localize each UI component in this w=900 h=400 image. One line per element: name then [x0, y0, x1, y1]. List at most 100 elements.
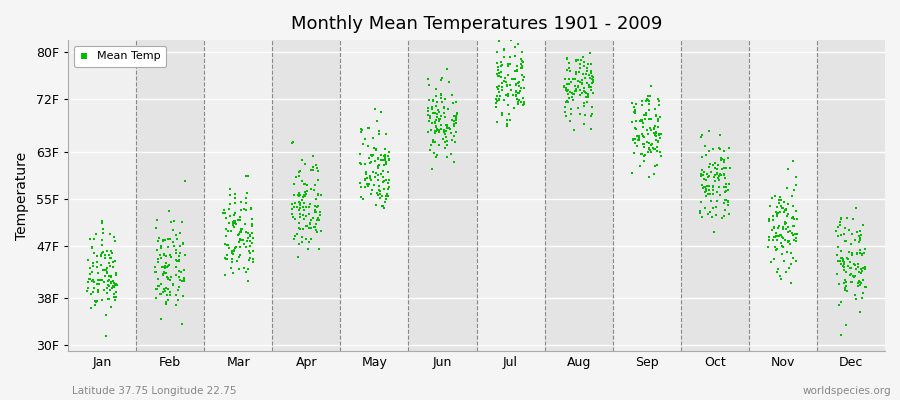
Mean Temp [841, 263, 855, 270]
Mean Temp [789, 238, 804, 244]
Mean Temp [85, 278, 99, 284]
Mean Temp [240, 190, 255, 196]
Mean Temp [849, 266, 863, 272]
Mean Temp [780, 185, 795, 191]
Mean Temp [233, 244, 248, 250]
Mean Temp [177, 276, 192, 282]
Mean Temp [717, 207, 732, 213]
Mean Temp [710, 171, 724, 177]
Mean Temp [368, 106, 382, 112]
Mean Temp [292, 190, 306, 196]
Mean Temp [646, 171, 661, 177]
Mean Temp [430, 126, 445, 132]
Mean Temp [849, 205, 863, 212]
Mean Temp [516, 102, 530, 108]
Mean Temp [295, 212, 310, 218]
Mean Temp [703, 191, 717, 198]
Mean Temp [365, 152, 380, 158]
Mean Temp [830, 270, 844, 277]
Mean Temp [839, 279, 853, 285]
Mean Temp [495, 61, 509, 68]
Mean Temp [176, 278, 191, 284]
Mean Temp [174, 269, 188, 275]
Mean Temp [239, 194, 254, 201]
Mean Temp [376, 174, 391, 180]
Mean Temp [95, 225, 110, 232]
Mean Temp [107, 294, 122, 301]
Mean Temp [420, 108, 435, 114]
Mean Temp [580, 94, 595, 100]
Mean Temp [296, 215, 310, 222]
Mean Temp [578, 112, 592, 118]
Mean Temp [156, 271, 170, 277]
Mean Temp [216, 209, 230, 216]
Mean Temp [372, 128, 386, 134]
Mean Temp [517, 100, 531, 107]
Mean Temp [440, 122, 454, 129]
Mean Temp [768, 193, 782, 199]
Mean Temp [761, 236, 776, 243]
Mean Temp [642, 140, 656, 146]
Mean Temp [223, 213, 238, 219]
Mean Temp [376, 168, 391, 174]
Mean Temp [584, 61, 598, 67]
Mean Temp [431, 129, 446, 136]
Mean Temp [294, 177, 309, 184]
Mean Temp [364, 191, 378, 197]
Mean Temp [382, 153, 396, 159]
Mean Temp [709, 171, 724, 178]
Mean Temp [242, 257, 256, 264]
Mean Temp [761, 215, 776, 222]
Mean Temp [378, 153, 392, 159]
Mean Temp [224, 228, 238, 234]
Mean Temp [643, 107, 657, 113]
Mean Temp [382, 156, 396, 162]
Mean Temp [87, 298, 102, 304]
Mean Temp [376, 156, 391, 163]
Mean Temp [353, 180, 367, 186]
Mean Temp [313, 191, 328, 198]
Mean Temp [502, 110, 517, 117]
Mean Temp [503, 37, 517, 44]
Mean Temp [101, 277, 115, 284]
Bar [136, 40, 204, 351]
Mean Temp [569, 86, 583, 92]
Mean Temp [296, 204, 310, 210]
Mean Temp [102, 283, 116, 290]
Mean Temp [699, 176, 714, 183]
Mean Temp [831, 258, 845, 264]
Mean Temp [634, 116, 649, 123]
Mean Temp [508, 81, 523, 87]
Mean Temp [853, 309, 868, 316]
Mean Temp [628, 110, 643, 116]
Mean Temp [300, 191, 314, 198]
Mean Temp [702, 148, 716, 154]
Mean Temp [429, 93, 444, 99]
Mean Temp [720, 198, 734, 204]
Mean Temp [151, 238, 166, 244]
Mean Temp [151, 283, 166, 290]
Mean Temp [234, 228, 248, 235]
Mean Temp [845, 279, 859, 285]
Mean Temp [240, 238, 255, 244]
Mean Temp [694, 199, 708, 205]
Mean Temp [700, 191, 715, 197]
Mean Temp [437, 139, 452, 145]
Mean Temp [438, 113, 453, 120]
Mean Temp [773, 232, 788, 239]
Mean Temp [842, 249, 856, 255]
Mean Temp [99, 267, 113, 274]
Mean Temp [176, 241, 190, 248]
Mean Temp [490, 60, 504, 66]
Mean Temp [716, 213, 731, 220]
Mean Temp [298, 161, 312, 167]
Mean Temp [647, 130, 662, 136]
Mean Temp [788, 235, 803, 242]
Mean Temp [308, 207, 322, 213]
Mean Temp [89, 298, 104, 305]
Mean Temp [858, 283, 872, 290]
Mean Temp [297, 191, 311, 198]
Mean Temp [292, 220, 306, 226]
Mean Temp [152, 252, 166, 258]
Mean Temp [562, 64, 576, 71]
